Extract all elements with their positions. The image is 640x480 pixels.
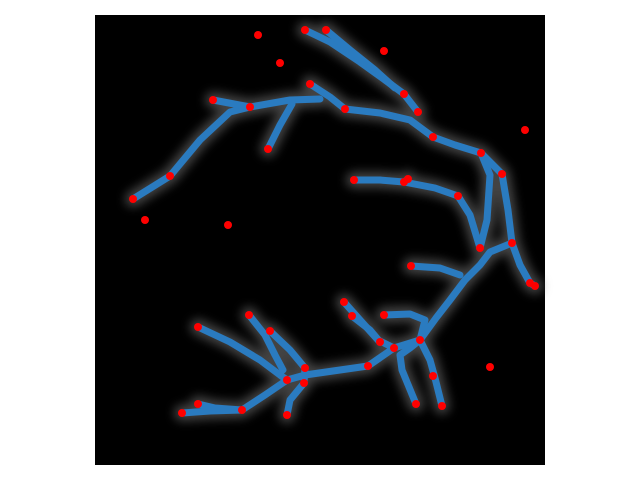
graph-node-27 (531, 282, 539, 290)
vessel-branch-b3 (264, 100, 296, 153)
graph-node-2 (322, 26, 330, 34)
graph-node-14 (477, 149, 485, 157)
graph-node-25 (508, 239, 516, 247)
graph-node-20 (350, 176, 358, 184)
vessel-branch-b22 (194, 400, 246, 414)
graph-node-5 (306, 80, 314, 88)
graph-node-45 (178, 409, 186, 417)
vessel-branch-b5 (322, 26, 399, 92)
graph-node-44 (194, 400, 202, 408)
graph-node-6 (209, 96, 217, 104)
graph-node-42 (429, 372, 437, 380)
graph-node-34 (266, 327, 274, 335)
vessel-branch-b15 (380, 310, 429, 344)
graph-node-3 (380, 47, 388, 55)
graph-node-48 (412, 400, 420, 408)
vessel-branch-b17 (416, 336, 446, 410)
vessel-branch-b11 (178, 239, 516, 417)
graph-node-41 (300, 379, 308, 387)
graph-node-30 (348, 312, 356, 320)
graph-node-19 (224, 221, 232, 229)
graph-node-8 (341, 105, 349, 113)
vessel-branch-b18 (194, 323, 291, 384)
graph-node-18 (141, 216, 149, 224)
graph-node-13 (521, 126, 529, 134)
vessel-branch-b7 (476, 149, 494, 252)
graph-node-39 (301, 364, 309, 372)
graph-node-36 (390, 344, 398, 352)
graph-node-15 (498, 170, 506, 178)
graph-node-46 (238, 406, 246, 414)
graph-node-33 (245, 311, 253, 319)
graph-node-28 (407, 262, 415, 270)
graph-node-4 (276, 59, 284, 67)
graph-node-43 (486, 363, 494, 371)
graph-node-17 (129, 195, 137, 203)
vessel-branch-b16 (396, 336, 424, 408)
graph-node-16 (166, 172, 174, 180)
graph-nodes (129, 26, 539, 419)
graph-node-37 (416, 336, 424, 344)
graph-node-35 (376, 338, 384, 346)
graph-node-9 (400, 90, 408, 98)
graph-node-40 (283, 376, 291, 384)
vessel-branch-b19 (245, 311, 287, 374)
graph-node-47 (283, 411, 291, 419)
graph-node-38 (364, 362, 372, 370)
graph-node-0 (254, 31, 262, 39)
vessel-branch-b14 (348, 312, 384, 346)
graph-node-32 (194, 323, 202, 331)
graph-node-12 (264, 145, 272, 153)
graph-node-23 (454, 192, 462, 200)
vessel-branch-b9 (350, 176, 484, 252)
graph-node-10 (414, 108, 422, 116)
graph-node-22 (404, 175, 412, 183)
vessel-branch-b6 (306, 80, 485, 157)
graph-node-7 (246, 103, 254, 111)
graph-node-11 (429, 133, 437, 141)
graph-node-1 (301, 26, 309, 34)
vessel-branch-b12 (407, 262, 464, 279)
vessel-branch-b20 (266, 327, 309, 372)
graph-node-31 (380, 311, 388, 319)
graph-node-49 (438, 402, 446, 410)
graph-node-24 (476, 244, 484, 252)
graph-node-29 (340, 298, 348, 306)
vessel-branch-b21 (283, 364, 309, 419)
vessel-branch-b2 (209, 96, 254, 111)
